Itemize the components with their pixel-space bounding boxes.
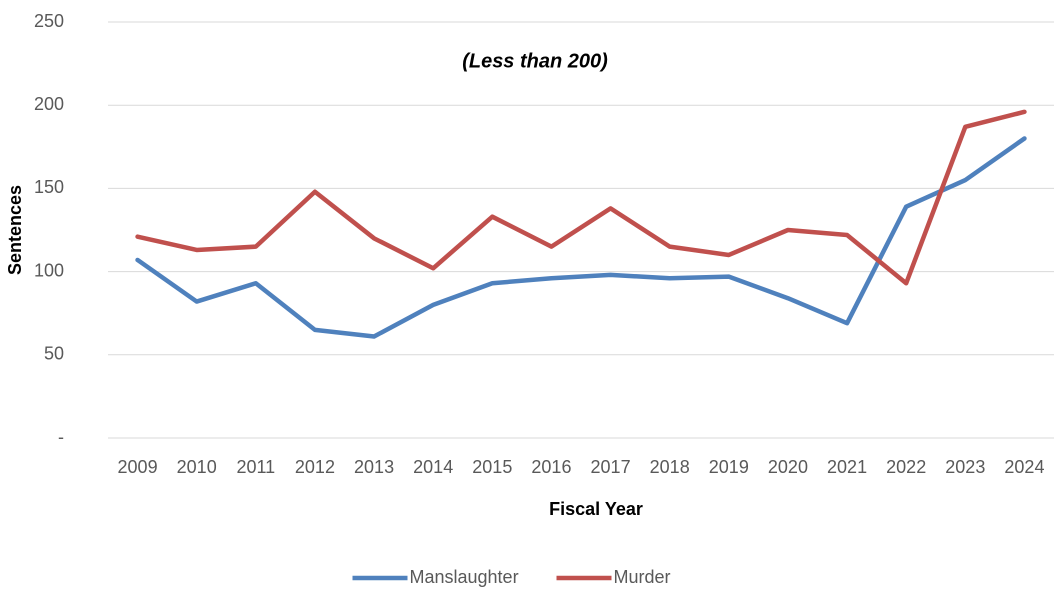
x-tick-label: 2019 [709,457,749,477]
x-tick-label: 2017 [591,457,631,477]
x-tick-label: 2009 [118,457,158,477]
legend-label: Murder [614,567,671,587]
y-tick-label: 50 [44,344,64,364]
y-tick-label: 100 [34,260,64,280]
x-tick-label: 2010 [177,457,217,477]
x-tick-label: 2022 [886,457,926,477]
x-tick-label: 2016 [531,457,571,477]
x-tick-label: 2018 [650,457,690,477]
y-tick-label: 200 [34,94,64,114]
x-tick-label: 2024 [1004,457,1044,477]
y-tick-label: - [58,427,64,447]
line-series [135,136,1027,339]
x-tick-label: 2021 [827,457,867,477]
legend-label: Manslaughter [410,567,519,587]
line-series [135,109,1027,286]
x-tick-label: 2012 [295,457,335,477]
annotation: (Less than 200) [462,50,608,72]
x-tick-label: 2020 [768,457,808,477]
x-tick-label: 2023 [945,457,985,477]
x-axis-label: Fiscal Year [549,499,643,519]
x-tick-label: 2015 [472,457,512,477]
x-tick-label: 2014 [413,457,453,477]
y-tick-label: 250 [34,11,64,31]
x-tick-label: 2011 [236,457,275,477]
x-tick-label: 2013 [354,457,394,477]
y-axis-label: Sentences [5,185,25,275]
y-tick-label: 150 [34,177,64,197]
